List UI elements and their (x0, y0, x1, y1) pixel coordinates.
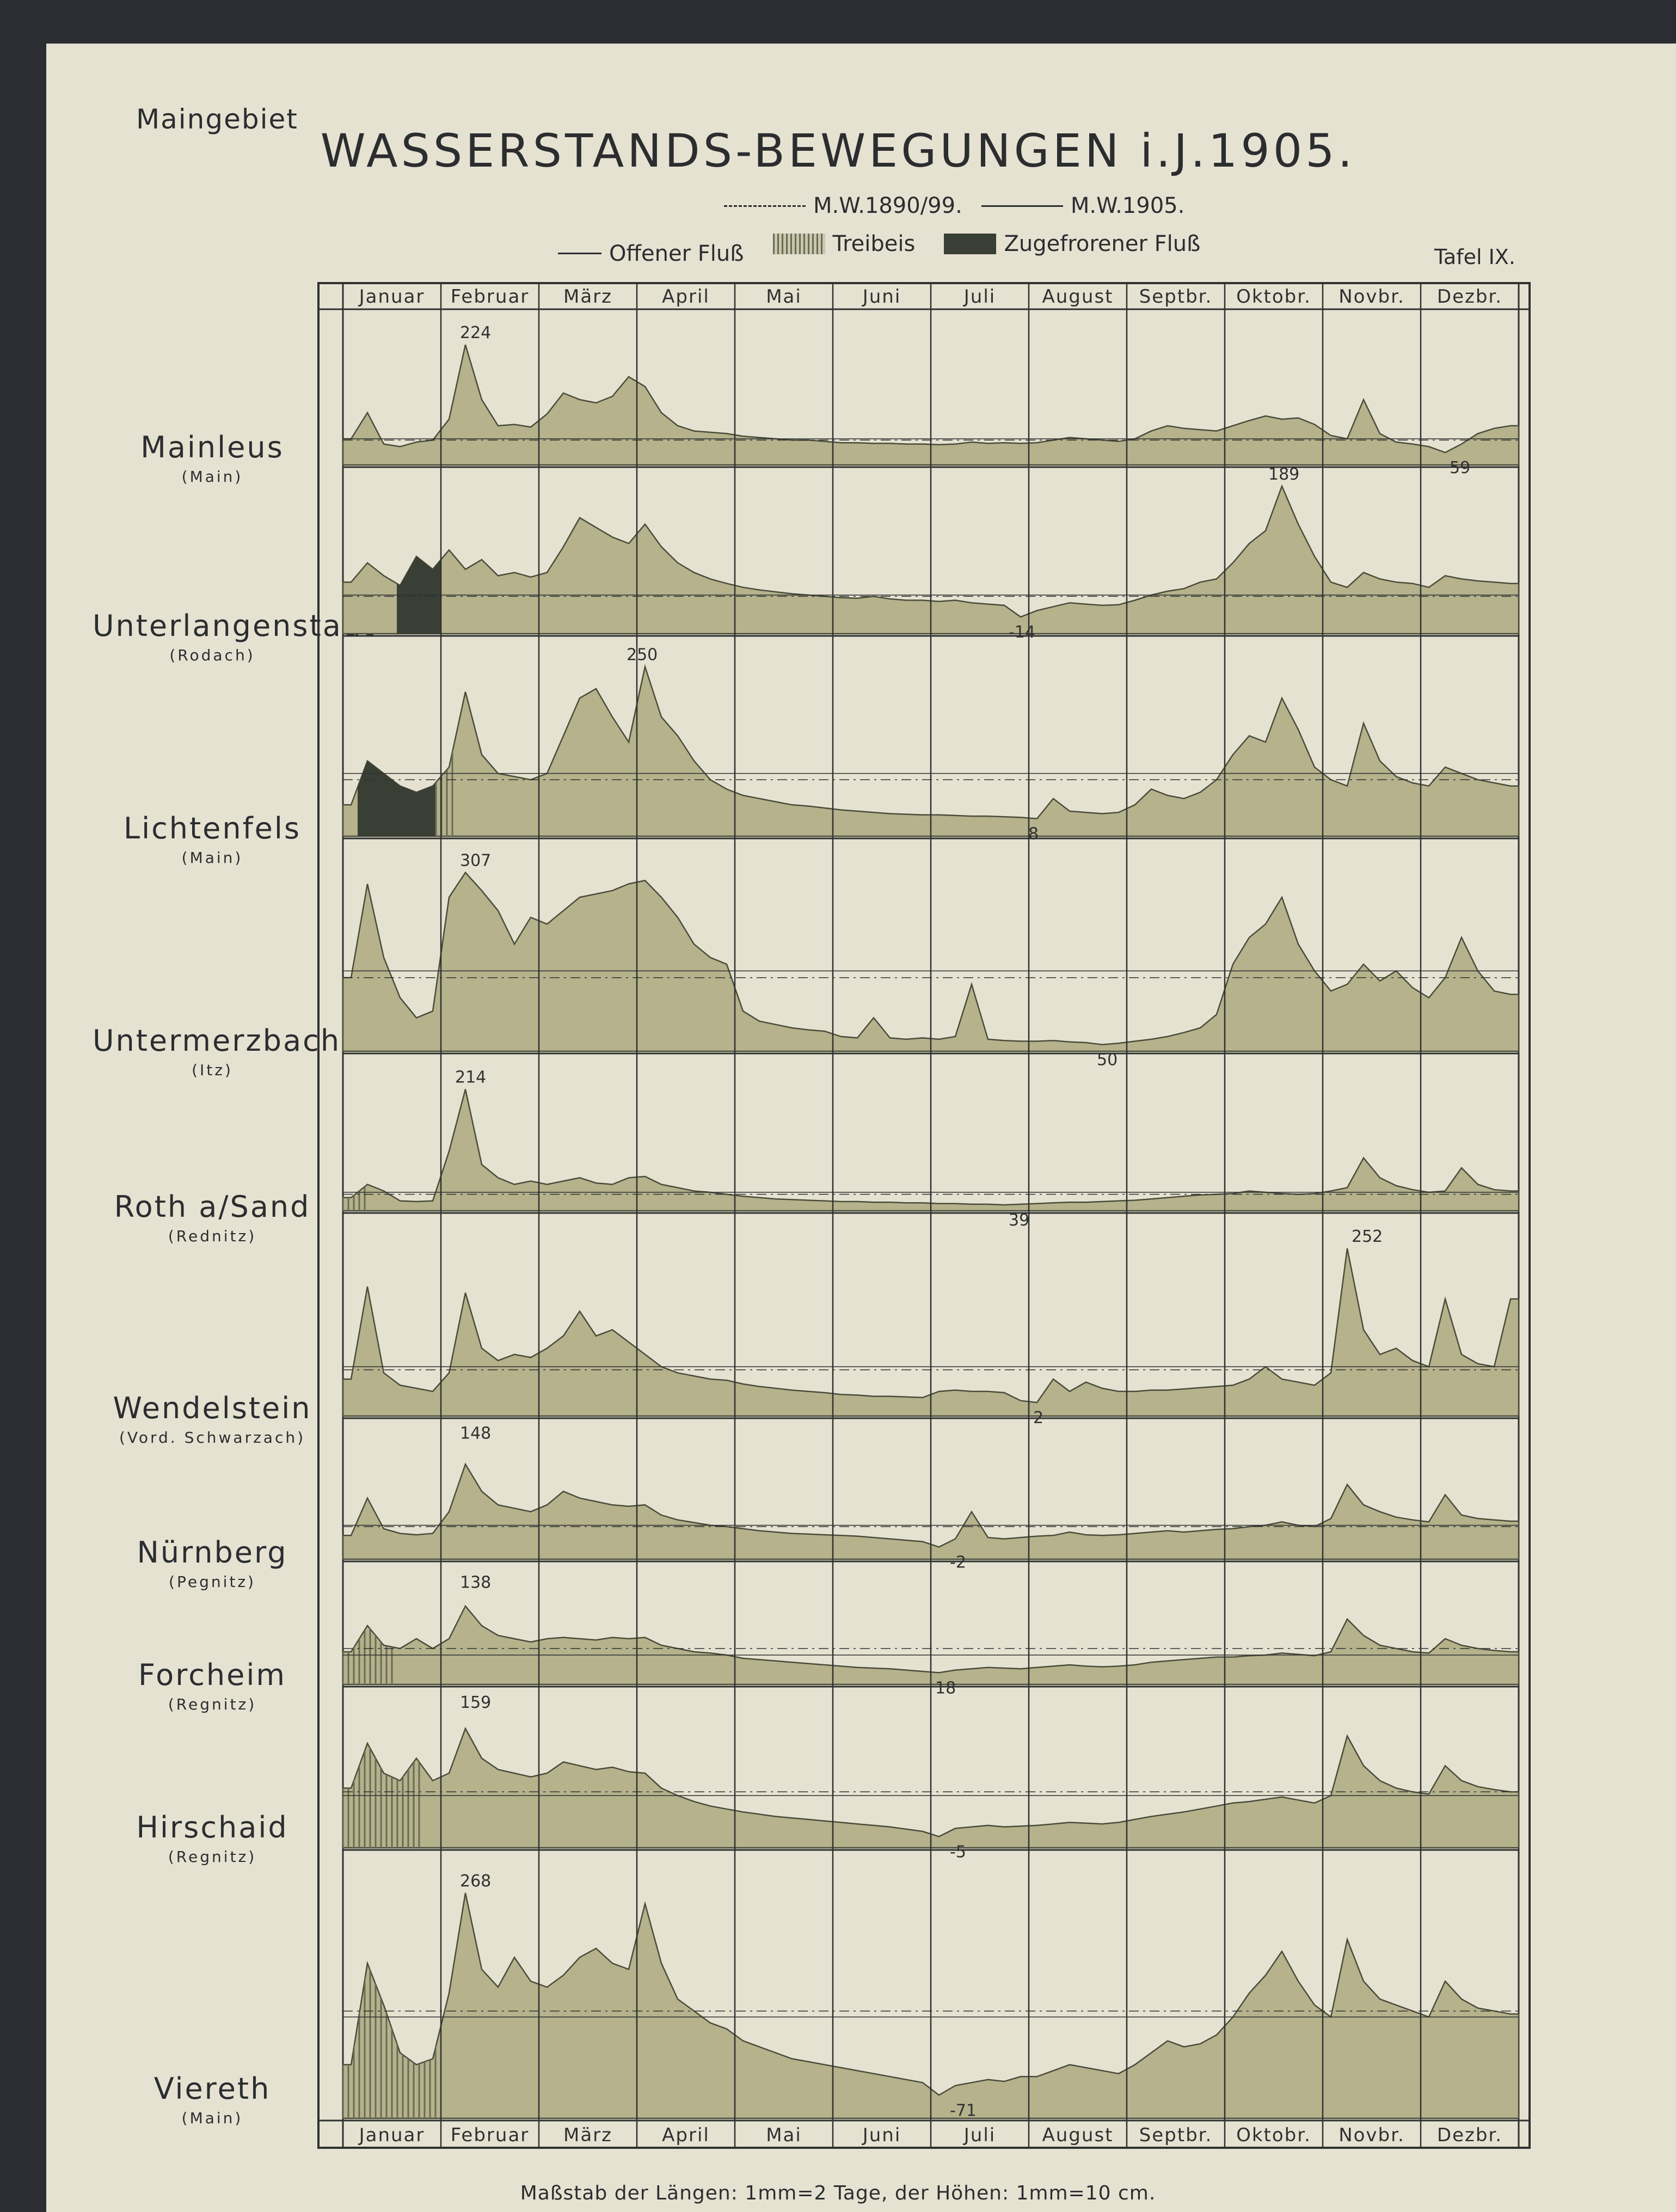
station-river: (Rednitz) (168, 1227, 257, 1245)
station-label: Forcheim (Regnitz) (93, 1658, 332, 1713)
station-label: Mainleus (Main) (93, 430, 332, 486)
station-name: Mainleus (140, 430, 284, 464)
min-value-label: 18 (935, 1678, 956, 1698)
region-label: Maingebiet (136, 103, 298, 135)
max-value-label: 250 (627, 646, 658, 665)
month-label-top: April (662, 286, 710, 308)
max-value-label: 224 (460, 323, 491, 342)
max-value-label: 159 (460, 1693, 491, 1712)
station-name: Wendelstein (113, 1391, 312, 1425)
month-label-bottom: August (1042, 2124, 1114, 2146)
max-value-label: 214 (455, 1068, 486, 1087)
month-label-top: Novbr. (1339, 286, 1405, 308)
legend-frozen-river-label: Zugefrorener Fluß (1004, 231, 1201, 256)
month-label-top: Juni (862, 286, 901, 308)
month-label-bottom: Juli (963, 2124, 996, 2146)
month-label-top: August (1042, 286, 1114, 308)
solid-line-icon (981, 205, 1063, 207)
month-label-bottom: Dezbr. (1437, 2124, 1502, 2146)
month-label-bottom: März (563, 2124, 612, 2146)
month-label-top: Juli (963, 286, 996, 308)
frozen-river-area (358, 666, 436, 836)
station-river: (Main) (181, 468, 243, 486)
min-value-label: -14 (1009, 623, 1035, 642)
month-label-top: Januar (358, 286, 425, 308)
station-name: Roth a/Sand (114, 1190, 311, 1224)
chart-frame (317, 282, 1531, 2149)
max-value-label: 307 (460, 851, 491, 871)
station-name: Nürnberg (137, 1535, 288, 1570)
month-label-bottom: Juni (862, 2124, 901, 2146)
month-label-bottom: Mai (766, 2124, 802, 2146)
legend-mean-1890: M.W.1890/99. (724, 193, 962, 218)
open-river-line-icon (558, 253, 601, 254)
max-value-label: 252 (1352, 1227, 1383, 1246)
month-label-top: Dezbr. (1437, 286, 1502, 308)
month-label-top: Mai (766, 286, 802, 308)
station-river: (Regnitz) (168, 1695, 257, 1713)
min-value-label: -71 (950, 2101, 977, 2120)
legend-open-river-label: Offener Fluß (609, 241, 744, 266)
month-label-bottom: Januar (358, 2124, 425, 2146)
max-value-label: 148 (460, 1424, 491, 1443)
legend-mean-lines: M.W.1890/99. M.W.1905. (724, 193, 1201, 220)
month-label-top: Septbr. (1139, 286, 1213, 308)
station-river: (Itz) (192, 1061, 233, 1079)
legend-mean-1905-label: M.W.1905. (1070, 193, 1185, 218)
station-label: Untermerzbach (Itz) (93, 1024, 341, 1079)
station-label: Unterlangenstadt (Rodach) (93, 609, 376, 664)
legend-mean-1890-label: M.W.1890/99. (813, 193, 962, 218)
legend-drift-ice: Treibeis (763, 231, 916, 256)
month-label-bottom: Novbr. (1339, 2124, 1405, 2146)
scale-note: Maßstab der Längen: 1mm=2 Tage, der Höhe… (520, 2182, 1156, 2204)
drift-ice-swatch-icon (772, 234, 825, 254)
station-river: (Regnitz) (168, 1848, 257, 1866)
station-name: Lichtenfels (124, 811, 301, 845)
legend-frozen-river: Zugefrorener Fluß (934, 231, 1200, 256)
legend-drift-ice-label: Treibeis (832, 231, 916, 256)
min-value-label: 39 (1009, 1211, 1029, 1230)
station-river: (Vord. Schwarzach) (119, 1429, 306, 1447)
station-river: (Rodach) (169, 646, 255, 664)
station-label: Nürnberg (Pegnitz) (93, 1535, 332, 1591)
month-label-bottom: Oktobr. (1236, 2124, 1311, 2146)
min-value-label: 59 (1450, 458, 1470, 477)
min-value-label: -2 (950, 1553, 966, 1572)
station-label: Lichtenfels (Main) (93, 811, 332, 867)
month-label-bottom: April (662, 2124, 710, 2146)
legend-mean-1905: M.W.1905. (981, 193, 1184, 218)
frozen-river-swatch-icon (944, 234, 997, 254)
station-name: Untermerzbach (93, 1024, 341, 1058)
month-label-top: Februar (451, 286, 530, 308)
month-label-bottom: Septbr. (1139, 2124, 1213, 2146)
table-label: Tafel IX. (1434, 245, 1515, 269)
month-label-bottom: Februar (451, 2124, 530, 2146)
station-label: Wendelstein (Vord. Schwarzach) (93, 1391, 332, 1447)
max-value-label: 189 (1268, 465, 1299, 484)
station-name: Viereth (154, 2072, 271, 2106)
min-value-label: 8 (1028, 825, 1039, 844)
station-label: Roth a/Sand (Rednitz) (93, 1190, 332, 1245)
station-river: (Main) (181, 849, 243, 867)
legend-ice: Offener Fluß Treibeis Zugefrorener Fluß (558, 231, 1217, 266)
station-name: Unterlangenstadt (93, 609, 376, 643)
chart-title: WASSERSTANDS-BEWEGUNGEN i.J.1905. (320, 124, 1356, 177)
dashed-line-icon (724, 205, 806, 207)
max-value-label: 138 (460, 1573, 491, 1592)
station-name: Forcheim (138, 1658, 286, 1692)
min-value-label: -5 (950, 1842, 966, 1861)
month-label-top: Oktobr. (1236, 286, 1311, 308)
station-name: Hirschaid (136, 1810, 288, 1845)
station-river: (Main) (181, 2109, 243, 2127)
month-label-top: März (563, 286, 612, 308)
station-label: Viereth (Main) (93, 2072, 332, 2127)
station-label: Hirschaid (Regnitz) (93, 1810, 332, 1866)
legend-open-river: Offener Fluß (558, 241, 744, 266)
max-value-label: 268 (460, 1872, 491, 1891)
station-river: (Pegnitz) (169, 1573, 256, 1591)
frozen-river-area (397, 486, 441, 634)
